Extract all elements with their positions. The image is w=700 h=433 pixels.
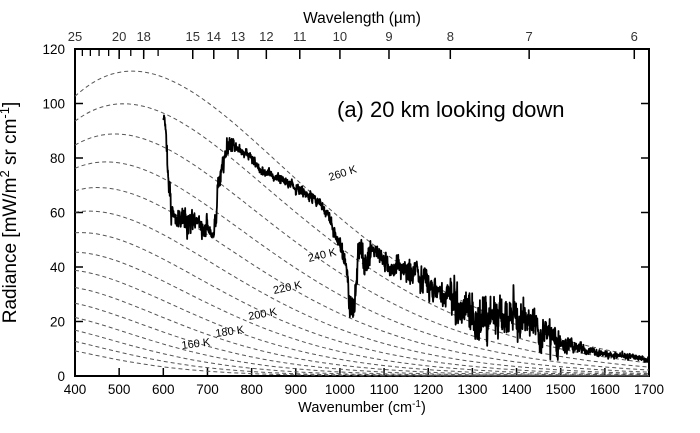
svg-text:260 K: 260 K bbox=[327, 163, 359, 184]
svg-text:220 K: 220 K bbox=[272, 279, 303, 297]
svg-text:14: 14 bbox=[207, 29, 221, 44]
svg-text:400: 400 bbox=[64, 382, 87, 397]
svg-text:10: 10 bbox=[333, 29, 347, 44]
svg-text:1200: 1200 bbox=[413, 382, 443, 397]
svg-text:200 K: 200 K bbox=[247, 306, 278, 323]
svg-text:60: 60 bbox=[50, 206, 65, 221]
svg-text:1000: 1000 bbox=[325, 382, 355, 397]
svg-text:8: 8 bbox=[447, 29, 454, 44]
svg-text:18: 18 bbox=[136, 29, 150, 44]
svg-text:1100: 1100 bbox=[370, 382, 399, 397]
svg-text:240 K: 240 K bbox=[307, 246, 338, 265]
svg-text:40: 40 bbox=[50, 260, 65, 275]
svg-text:600: 600 bbox=[152, 382, 175, 397]
svg-text:700: 700 bbox=[196, 382, 219, 397]
svg-text:120: 120 bbox=[42, 42, 65, 57]
svg-text:500: 500 bbox=[108, 382, 131, 397]
svg-text:800: 800 bbox=[240, 382, 263, 397]
svg-text:12: 12 bbox=[259, 29, 273, 44]
svg-text:Radiance [mW/m2 sr cm-1]: Radiance [mW/m2 sr cm-1] bbox=[0, 102, 21, 324]
svg-text:1400: 1400 bbox=[502, 382, 532, 397]
svg-text:180 K: 180 K bbox=[215, 324, 246, 340]
svg-text:7: 7 bbox=[526, 29, 533, 44]
svg-text:15: 15 bbox=[186, 29, 200, 44]
svg-text:9: 9 bbox=[385, 29, 392, 44]
svg-text:25: 25 bbox=[68, 29, 82, 44]
svg-text:20: 20 bbox=[112, 29, 126, 44]
svg-text:6: 6 bbox=[631, 29, 638, 44]
svg-text:Wavelength (µm): Wavelength (µm) bbox=[303, 10, 421, 27]
svg-text:20: 20 bbox=[50, 315, 65, 330]
svg-text:0: 0 bbox=[57, 369, 65, 384]
svg-text:160 K: 160 K bbox=[181, 336, 212, 351]
svg-text:80: 80 bbox=[50, 151, 65, 166]
svg-text:(a) 20 km looking down: (a) 20 km looking down bbox=[337, 97, 564, 122]
svg-text:1700: 1700 bbox=[634, 382, 664, 397]
svg-text:1300: 1300 bbox=[457, 382, 487, 397]
svg-text:13: 13 bbox=[231, 29, 245, 44]
svg-text:100: 100 bbox=[42, 97, 65, 112]
svg-text:11: 11 bbox=[293, 29, 307, 44]
svg-text:900: 900 bbox=[285, 382, 308, 397]
svg-text:1500: 1500 bbox=[546, 382, 576, 397]
svg-text:Wavenumber (cm-1): Wavenumber (cm-1) bbox=[298, 399, 426, 417]
svg-text:1600: 1600 bbox=[590, 382, 620, 397]
